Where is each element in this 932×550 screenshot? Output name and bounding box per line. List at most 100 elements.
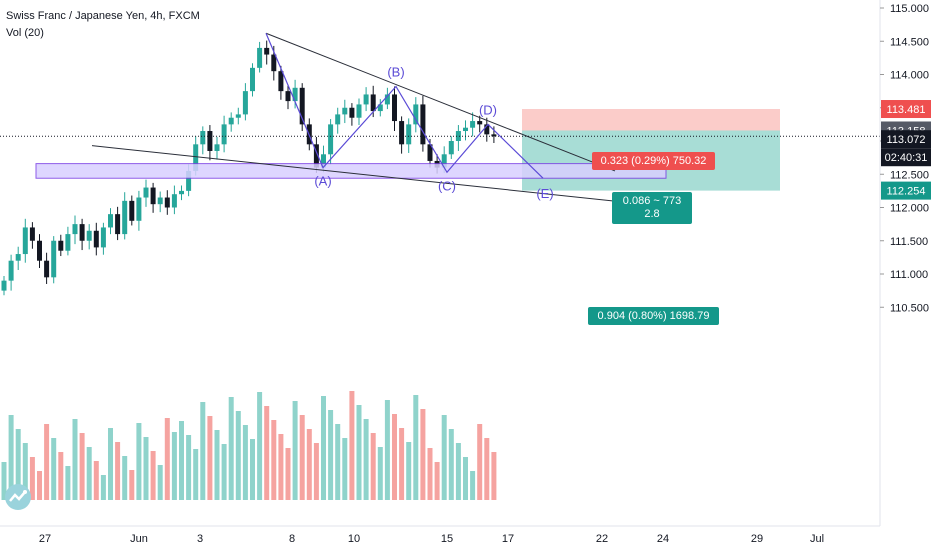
candle-body — [420, 104, 426, 145]
volume-bar — [434, 462, 440, 500]
candle-body — [441, 154, 447, 168]
volume-bar — [335, 424, 341, 500]
candle-body — [384, 94, 390, 105]
volume-bar — [65, 466, 71, 500]
candle-body — [470, 121, 476, 128]
candle-body — [370, 94, 376, 112]
volume-bar — [420, 409, 426, 500]
elliott-wave-path — [265, 33, 544, 179]
candle-body — [15, 254, 21, 261]
volume-bar — [221, 444, 227, 500]
stop-price-tag-bg — [881, 100, 931, 119]
volume-bar — [455, 443, 461, 500]
volume-bar — [356, 405, 362, 500]
candle-body — [1, 280, 7, 291]
candle-body — [221, 124, 227, 145]
support-zone — [35, 163, 667, 179]
volume-bar — [250, 439, 255, 500]
price-axis-bg — [880, 0, 932, 550]
candle-body — [37, 240, 42, 261]
upper-trendline — [265, 32, 616, 172]
candle-body — [193, 144, 199, 171]
tradingview-logo-icon[interactable] — [5, 484, 31, 510]
price-tick-label: 112.500 — [890, 169, 929, 181]
candle-body — [100, 227, 106, 248]
volume-bar — [363, 419, 369, 500]
volume-bar — [44, 424, 50, 500]
candle-body — [377, 104, 383, 112]
volume-bar — [370, 433, 376, 500]
volume-bar — [1, 462, 7, 500]
candle-body — [22, 227, 28, 255]
time-tick-label: 15 — [441, 533, 453, 545]
time-tick-label: Jul — [810, 533, 824, 545]
volume-bar — [164, 418, 170, 500]
volume-bar — [299, 415, 305, 500]
candle-body — [228, 117, 234, 125]
candle-body — [242, 91, 248, 115]
time-tick-label: Jun — [130, 533, 148, 545]
volume-bar — [328, 410, 334, 500]
volume-bar — [235, 411, 241, 500]
time-tick-label: 29 — [751, 533, 763, 545]
price-axis: 115.000114.500114.000113.500113.000112.5… — [879, 0, 932, 550]
target-label: 0.904 (0.80%) 1698.79 — [588, 307, 719, 325]
candle-body — [292, 87, 298, 102]
candle-body — [29, 227, 35, 241]
time-tick-label: 22 — [596, 533, 608, 545]
candle-body — [179, 190, 184, 195]
volume-bar — [292, 401, 298, 500]
candle-body — [164, 197, 170, 208]
price-tick-label: 114.500 — [890, 36, 929, 48]
candle-body — [448, 141, 454, 155]
candle-body — [271, 54, 277, 72]
volume-bar — [157, 465, 163, 500]
wave-label: (C) — [438, 178, 456, 193]
volume-bar — [29, 457, 35, 500]
candle-body — [356, 104, 362, 118]
volume-bar — [448, 429, 454, 500]
target-price-tag: 112.254 — [887, 186, 926, 198]
volume-bar — [228, 397, 234, 500]
candle-body — [399, 121, 405, 145]
candle-body — [93, 230, 99, 248]
volume-bar — [93, 461, 99, 500]
time-axis: 27 Jun 3 8 10 15 17 22 24 29 Jul — [0, 525, 880, 545]
symbol-title: Swiss Franc / Japanese Yen, 4h, FXCM — [6, 10, 200, 22]
volume-indicator-label[interactable]: Vol (20) — [6, 27, 44, 39]
candle-body — [349, 107, 355, 118]
candle-body — [235, 114, 241, 118]
volume-bar — [8, 415, 14, 500]
volume-bar — [122, 456, 128, 500]
target-label-text: 0.904 (0.80%) 1698.79 — [598, 310, 710, 322]
candle-body — [122, 200, 128, 235]
price-tick-label: 112.000 — [890, 203, 929, 215]
candle-body — [143, 187, 149, 198]
target-price-tag-bg — [881, 181, 931, 200]
volume-bar — [399, 428, 405, 500]
candle-body — [328, 124, 334, 155]
drawings: (A) (B) (C) (D) (E) 0.323 (0.29%) 750.32 0.086… — [0, 32, 880, 325]
volume-bar — [313, 443, 319, 500]
candle-body — [186, 170, 192, 191]
candle-body — [200, 131, 206, 145]
candle-body — [299, 87, 305, 125]
risk-reward-label-text: 0.086 ~ 773 — [623, 195, 681, 207]
volume-bar — [377, 447, 383, 500]
time-tick-label: 24 — [657, 533, 669, 545]
candle-body — [392, 94, 397, 122]
price-tick-label: 114.000 — [890, 70, 929, 82]
candle-body — [8, 260, 14, 281]
candle-body — [363, 94, 369, 105]
candle-body — [72, 224, 78, 235]
candle-body — [335, 114, 341, 125]
candle-body — [250, 67, 255, 92]
volume-bar — [349, 391, 355, 500]
volume-bar — [342, 438, 348, 500]
lower-trendline — [91, 145, 663, 207]
wave-label: (B) — [387, 64, 404, 79]
last-price-tag: 113.072 — [887, 134, 926, 146]
wave-label: (E) — [536, 186, 553, 201]
